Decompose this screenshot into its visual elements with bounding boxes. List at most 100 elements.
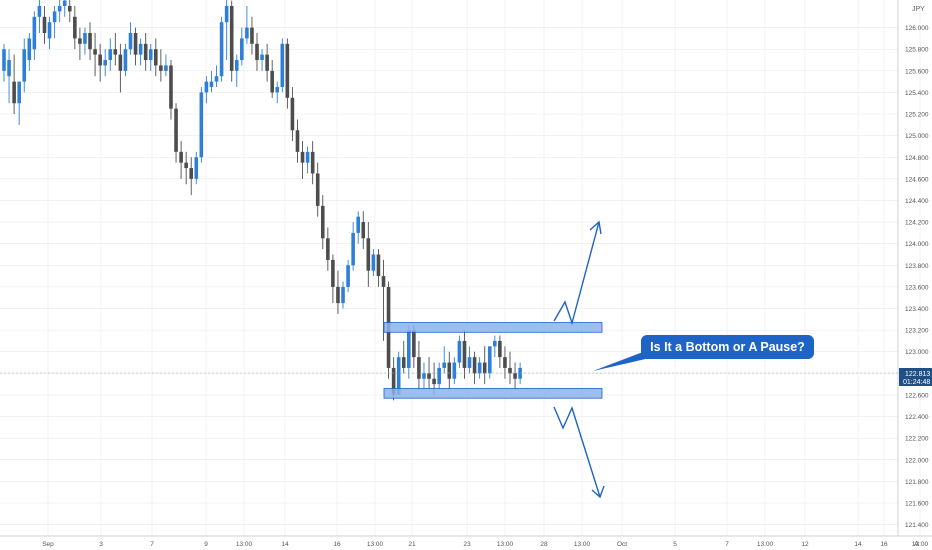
time-axis-label: 7 [150,541,154,548]
time-axis-label: 7 [725,541,729,548]
candle-body [123,49,128,71]
candle-body [467,357,472,368]
candle-body [83,33,87,44]
candle-body [47,22,52,39]
candle-body [133,33,138,55]
projection-arrows [553,220,605,499]
candle-body [508,367,512,374]
candle-body [513,373,517,379]
time-axis-label: 13:00 [367,541,384,548]
candle-body [154,49,158,66]
candle-body [189,168,194,179]
time-axis-label: 13:00 [574,541,591,548]
candle-body [498,340,502,358]
candle-body [245,27,249,39]
candle-body [240,38,244,61]
candle-body [472,357,477,374]
candle-body [422,373,426,379]
candle-body [270,70,274,93]
candle-body [432,378,436,385]
callout-label[interactable]: Is It a Bottom or A Pause? [641,335,814,359]
time-axis-label: 16 [880,541,888,548]
candle-body [260,54,264,61]
time-axis-label: 13:00 [912,541,929,548]
price-axis-label: 123.800 [905,263,929,270]
candle-body [214,76,219,82]
candle-body [164,65,168,71]
candle-body [37,6,42,17]
chart-grid [0,0,921,536]
candle-body [209,81,214,88]
candle-body [320,205,325,239]
candle-body [376,254,381,277]
candle-body [7,60,11,77]
candle-body [32,16,37,50]
candle-body [159,65,163,71]
price-axis-label: 124.400 [905,198,929,205]
price-axis-label: 124.200 [905,220,929,227]
candle-body [407,330,411,368]
range-band [383,322,603,333]
price-axis-label: 123.400 [905,306,929,313]
candle-body [204,81,209,93]
time-axis-label: 14 [281,541,289,548]
candle-body [518,367,522,379]
candle-body [341,286,345,304]
price-axis-label: 125.400 [905,90,929,97]
price-axis-label: 124.600 [905,176,929,183]
price-axis-label: 125.000 [905,133,929,140]
candle-body [128,33,133,50]
candle-body [336,286,340,304]
candle-body [462,340,467,368]
time-axis-label: 21 [408,541,416,548]
candle-body [224,6,229,23]
price-axis-label: 122.200 [905,436,929,443]
candle-body [52,11,57,23]
candle-body [487,346,492,374]
axis-auto-button[interactable]: A [914,539,919,548]
candle-body [255,43,259,61]
candle-body [179,151,183,163]
candle-body [346,265,350,287]
candle-body [280,43,285,88]
breakout-up-arrow [553,221,600,326]
candle-body [169,65,173,109]
candle-body [199,92,204,158]
price-axis-label: 122.000 [905,457,929,464]
candle-body [351,232,355,266]
candle-body [447,362,452,379]
candle-body [138,43,143,55]
candle-body [174,108,178,152]
candle-body [477,362,482,374]
candle-body [78,38,82,44]
candle-body [361,222,366,239]
candle-body [427,373,431,379]
candlestick-series [2,0,522,401]
candle-body [401,357,406,368]
candle-body [442,362,447,368]
time-axis-label: 5 [673,541,677,548]
arrowhead-up [589,220,602,235]
candle-body [108,49,113,61]
candle-body [12,81,16,104]
candle-body [265,54,269,71]
candle-body [88,33,92,50]
candle-body [331,259,335,287]
candle-body [73,16,77,39]
candle-body [310,151,315,174]
candle-body [62,0,67,7]
candle-body [103,60,107,66]
candle-body [482,362,487,374]
time-axis-label: 13:00 [757,541,774,548]
time-axis-label: 14 [854,541,862,548]
time-axis-label: 12 [801,541,809,548]
candle-body [326,238,330,260]
price-axis-label: 126.000 [905,25,929,32]
price-axis-label: 121.400 [905,522,929,529]
candle-body [98,54,102,66]
candle-body [42,16,47,34]
candle-body [234,60,239,71]
range-bands[interactable] [383,322,603,399]
breakdown-down-arrow [553,406,601,498]
